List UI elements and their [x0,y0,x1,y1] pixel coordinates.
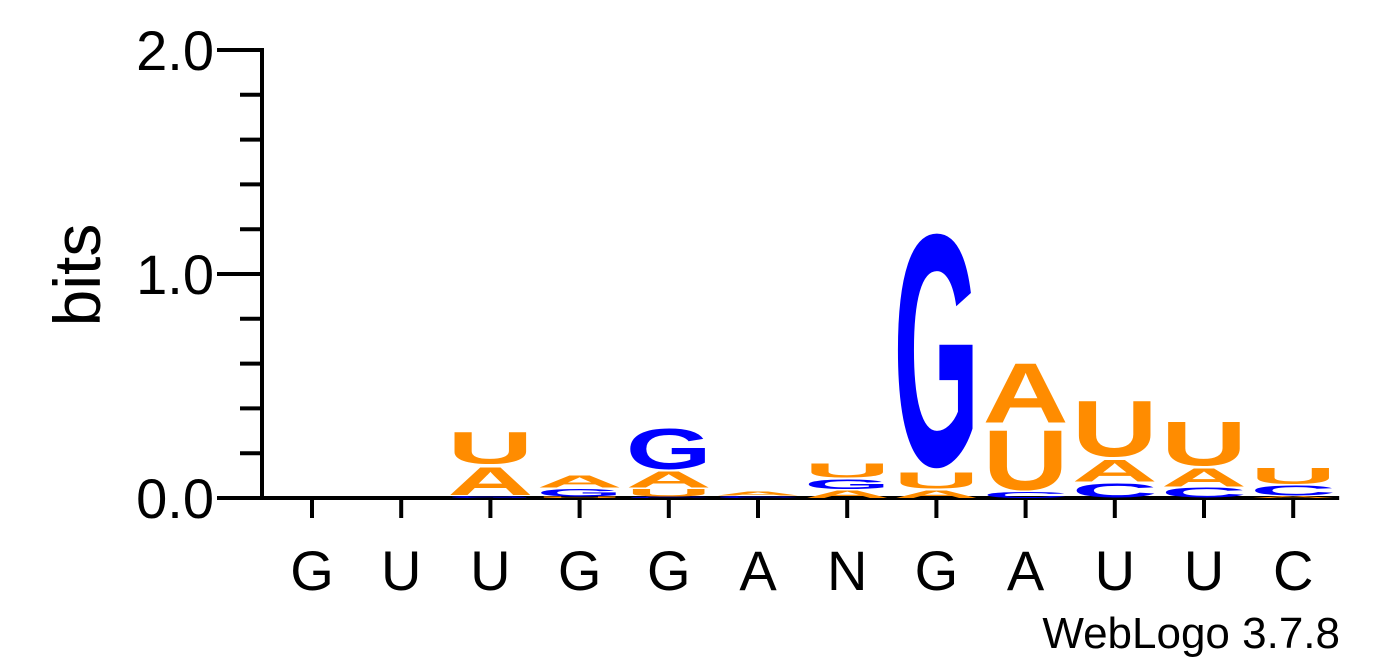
x-tick-label: G [647,539,691,602]
y-axis: 0.0 1.0 2.0 [136,19,264,530]
logo-letter-c: C [1250,483,1336,499]
logo-letter-g: G [447,495,533,498]
logo-letter-g: G [893,166,979,536]
logo-letter-a: A [983,345,1069,441]
logo-letter-c: C [983,490,1069,500]
y-axis-label: bits [40,224,114,327]
logo-letter-u: U [893,468,979,494]
x-tick-label: A [1007,539,1045,602]
logo-letter-a: A [893,487,979,500]
logo-letter-g: G [537,486,623,499]
weblogo-credit: WebLogo 3.7.8 [1042,609,1340,658]
logo-letter-u: U [537,497,623,499]
logo-letter-a: A [1250,495,1336,498]
x-tick-label: U [470,539,510,602]
x-tick-label: C [1273,539,1313,602]
x-tick-label: G [558,539,602,602]
logo-letter-u: U [1072,384,1158,473]
logo-letter-a: A [1161,463,1247,492]
x-tick-label: G [290,539,334,602]
logo-letter-c: C [715,495,801,498]
logo-letter-a: A [1072,454,1158,489]
logo-letter-u: U [626,486,712,499]
x-tick-label: N [827,539,867,602]
logo-letter-u: U [447,423,533,474]
logo-letter-c: C [1072,480,1158,502]
logo-letter-a: A [447,459,533,504]
logo-letter-a: A [804,487,890,500]
y-tick-label: 1.0 [136,243,214,306]
x-tick-label: A [739,539,777,602]
y-tick-label: 0.0 [136,467,214,530]
logo-letter-u: U [1161,409,1247,479]
y-tick-label: 2.0 [136,19,214,82]
logo-letter-g: G [626,417,712,481]
x-tick-label: G [915,539,959,602]
logo-letter-c: C [626,497,712,499]
logo-letter-g: G [804,476,890,492]
logo-letter-a: A [626,467,712,493]
logo-letter-u: U [983,412,1069,508]
logo-letter-a: A [715,491,801,497]
logo-letter-c: C [1161,485,1247,501]
x-tick-label: U [381,539,421,602]
x-tick-label: U [1184,539,1224,602]
logo-letter-u: U [804,460,890,482]
logo-letter-a: A [537,472,623,491]
logo-letter-u: U [1250,464,1336,490]
x-tick-label: U [1095,539,1135,602]
